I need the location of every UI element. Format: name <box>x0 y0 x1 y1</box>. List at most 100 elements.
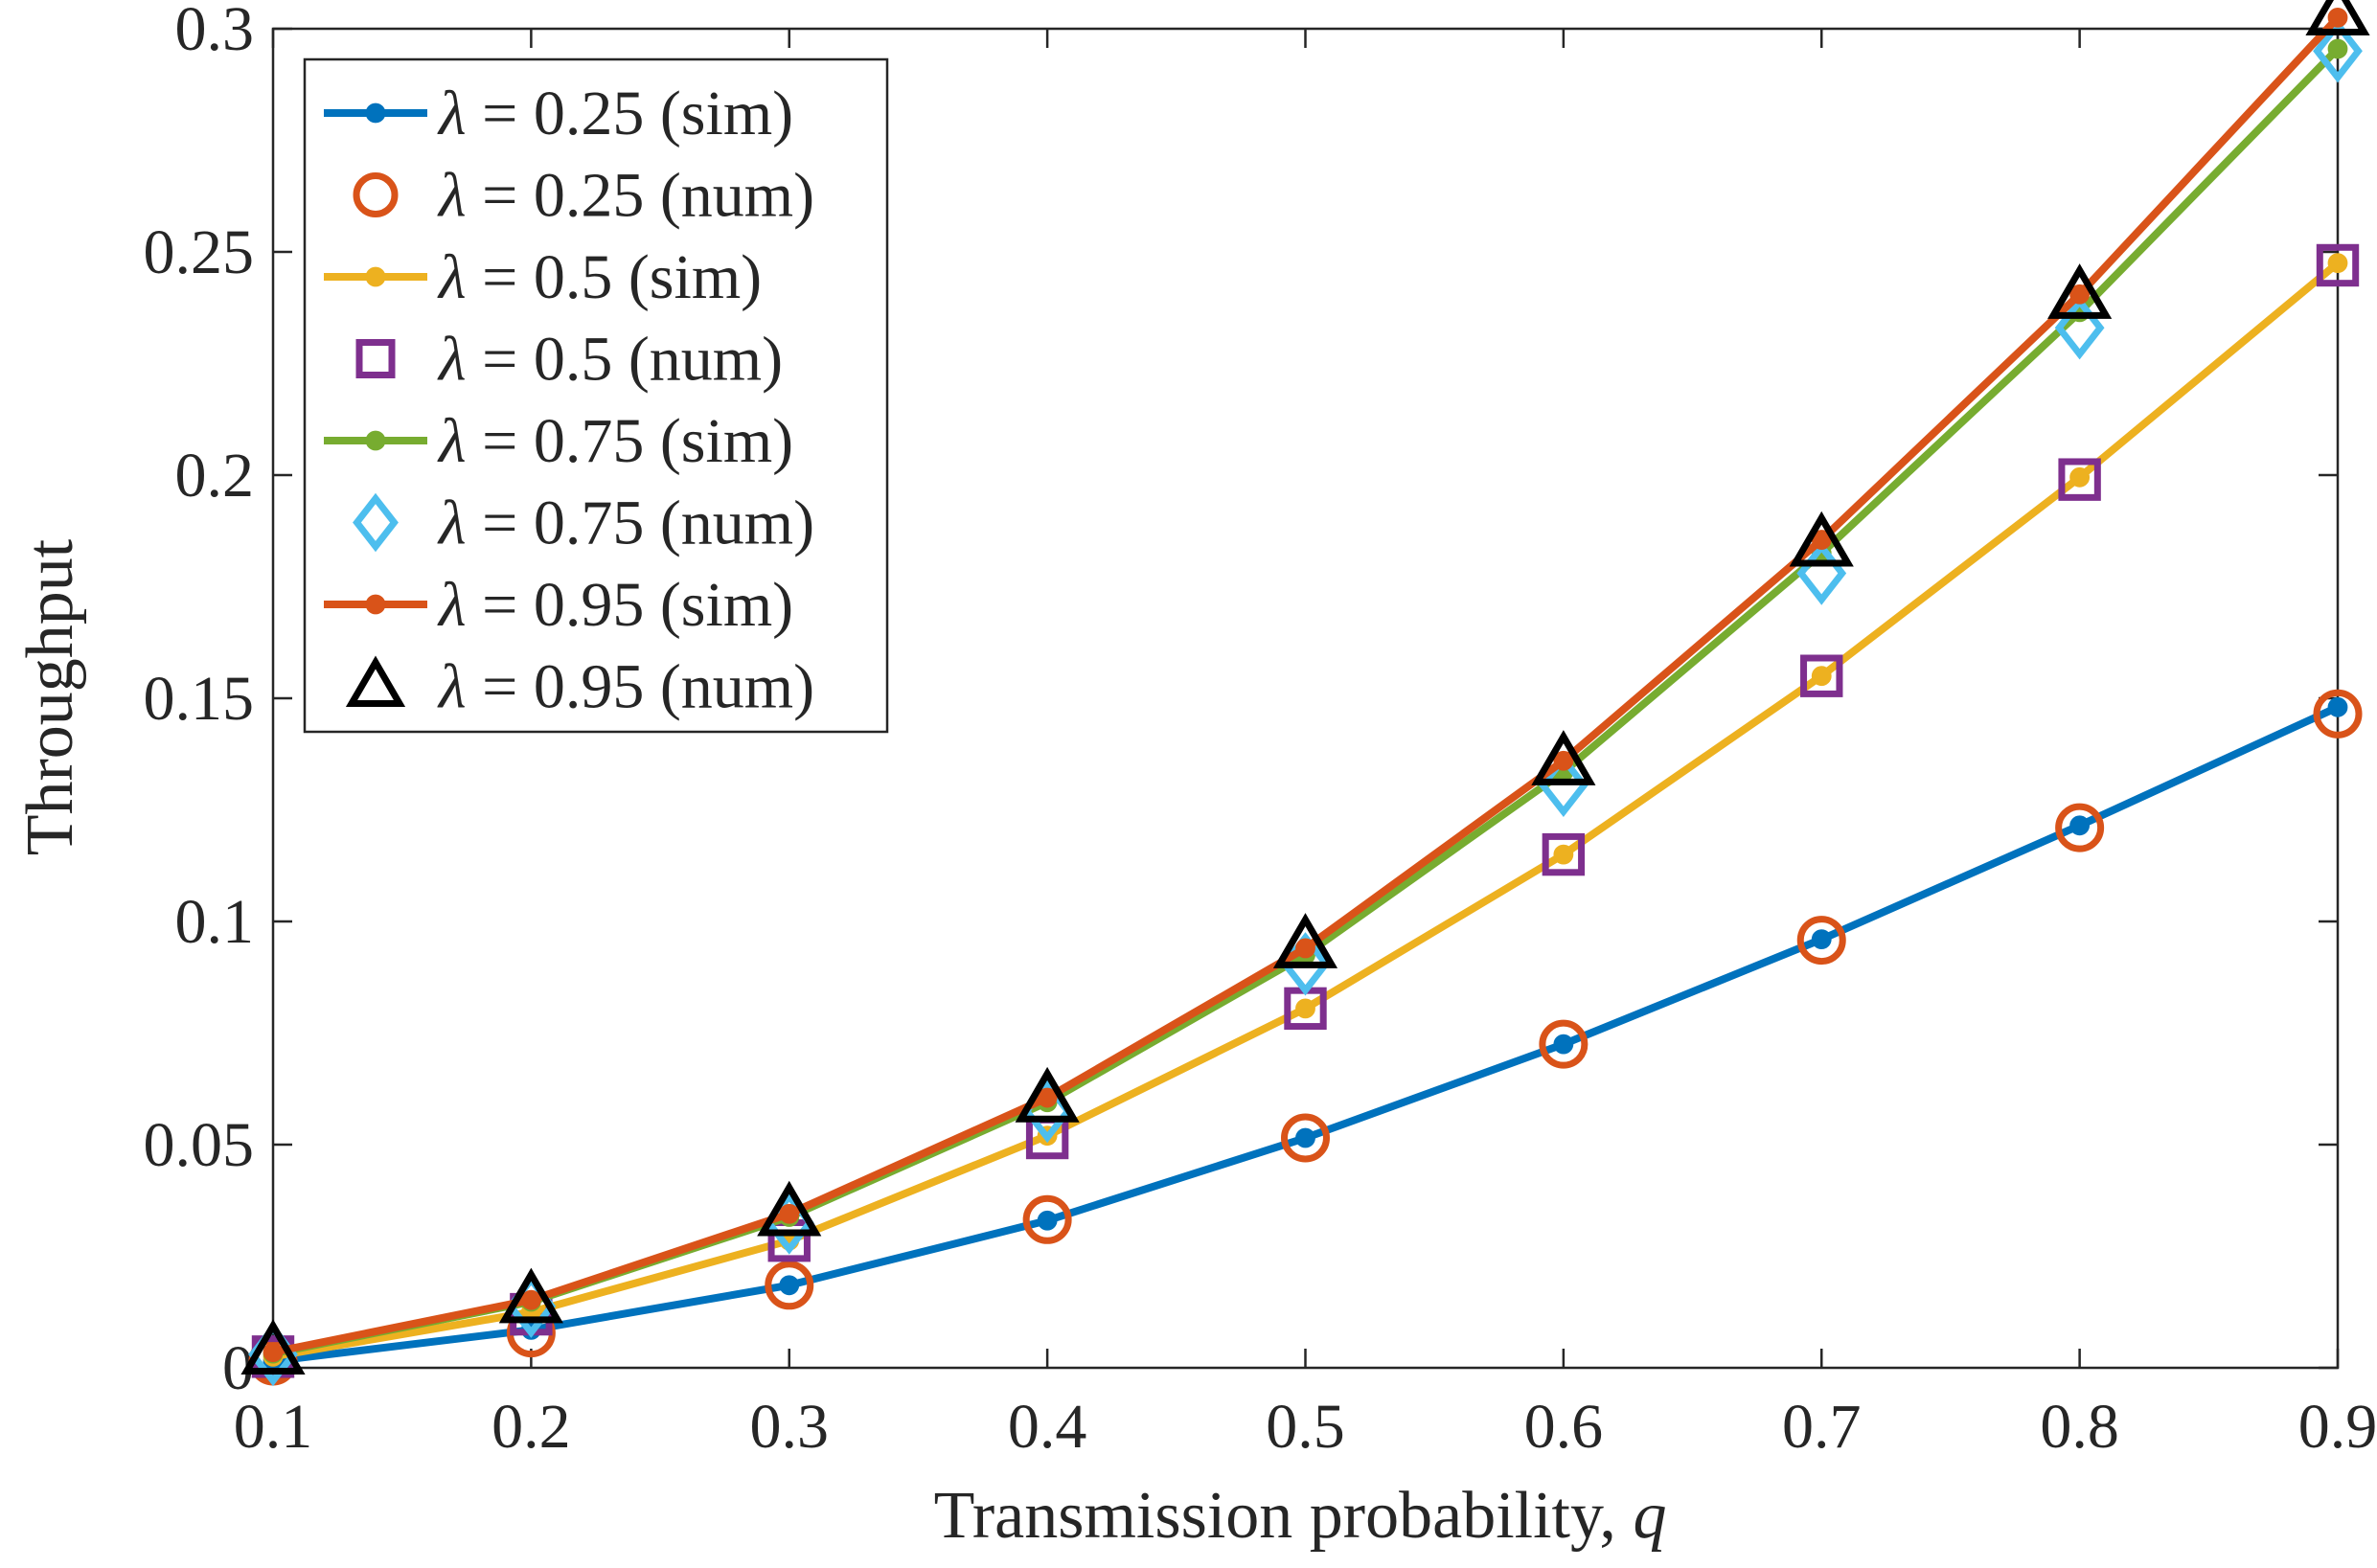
data-point <box>2055 803 2105 852</box>
legend-entry: λ = 0.25 (num) <box>353 161 814 231</box>
x-axis-title: Transmission probability, q <box>934 1479 1667 1553</box>
data-point <box>2054 296 2105 360</box>
data-point <box>779 1275 800 1296</box>
legend-lambda: λ <box>437 79 467 148</box>
data-point <box>2313 689 2363 739</box>
legend-lambda: λ <box>437 570 467 640</box>
data-point <box>2058 458 2101 501</box>
data-point <box>1553 750 1574 771</box>
legend-marker-swatch <box>365 594 386 615</box>
y-tick-label: 0.25 <box>144 217 255 287</box>
legend-marker-swatch <box>365 266 386 287</box>
legend-marker-swatch <box>365 102 386 124</box>
legend-marker-swatch <box>353 492 399 553</box>
legend-box <box>303 57 889 734</box>
data-point <box>1281 1113 1330 1163</box>
data-point <box>1531 730 1596 785</box>
data-point <box>2313 19 2363 83</box>
legend-entry: λ = 0.5 (sim) <box>324 242 762 312</box>
data-point <box>2047 263 2113 319</box>
legend-label-rest: = 0.75 (num) <box>467 489 815 558</box>
data-point <box>2327 38 2348 59</box>
data-point <box>2305 0 2370 35</box>
legend-marker-swatch <box>365 430 386 451</box>
y-tick-label: 0.15 <box>144 664 255 734</box>
legend-entry: λ = 0.95 (num) <box>345 652 814 722</box>
legend-lambda: λ <box>437 406 467 476</box>
data-point <box>779 1203 800 1224</box>
legend: λ = 0.25 (sim)λ = 0.25 (num)λ = 0.5 (sim… <box>303 57 889 734</box>
data-point <box>1553 844 1574 865</box>
x-tick-label: 0.8 <box>2040 1392 2119 1462</box>
legend-label: λ = 0.25 (sim) <box>437 79 793 148</box>
x-tick-label: 0.1 <box>234 1392 313 1462</box>
data-point <box>240 1319 306 1375</box>
data-point <box>2327 253 2348 274</box>
legend-label-rest: = 0.25 (num) <box>467 161 815 231</box>
legend-entry: λ = 0.95 (sim) <box>324 570 793 640</box>
legend-label: λ = 0.95 (num) <box>437 652 814 722</box>
legend-marker-swatch <box>355 339 396 378</box>
legend-lambda: λ <box>437 489 467 558</box>
data-point <box>1542 832 1586 876</box>
legend-label: λ = 0.25 (num) <box>437 161 814 231</box>
legend-marker-swatch <box>353 172 399 217</box>
x-tick-label: 0.5 <box>1266 1392 1345 1462</box>
legend-label-rest: = 0.95 (num) <box>467 652 815 722</box>
x-tick-label: 0.9 <box>2298 1392 2377 1462</box>
y-tick-label: 0.05 <box>144 1110 255 1180</box>
series-layer <box>240 0 2370 1387</box>
y-tick-label: 0.1 <box>175 887 255 957</box>
x-tick-label: 0.4 <box>1008 1392 1087 1462</box>
data-point <box>2327 696 2348 717</box>
data-point <box>1295 1127 1315 1148</box>
legend-label: λ = 0.5 (sim) <box>437 242 762 312</box>
y-axis-title: Throughput <box>13 538 87 855</box>
legend-label-rest: = 0.95 (sim) <box>467 570 794 640</box>
legend-label: λ = 0.95 (sim) <box>437 570 793 640</box>
data-point <box>1037 1210 1058 1231</box>
data-point <box>757 1180 822 1237</box>
data-point <box>1789 511 1854 567</box>
series-6 <box>263 7 2348 1363</box>
x-axis: 0.1 0.2 0.3 0.4 0.5 0.6 0.7 0.8 0.9 <box>234 29 2377 1462</box>
data-point <box>1553 1034 1574 1055</box>
data-point <box>1539 1019 1588 1069</box>
data-point <box>1295 938 1315 959</box>
x-tick-label: 0.3 <box>750 1392 830 1462</box>
data-point <box>1037 1087 1058 1108</box>
x-tick-label: 0.6 <box>1524 1392 1604 1462</box>
legend-entry: λ = 0.25 (sim) <box>324 79 793 148</box>
data-point <box>263 1342 284 1363</box>
x-axis-title-variable: q <box>1633 1479 1666 1553</box>
legend-lambda: λ <box>437 242 467 312</box>
data-point <box>1022 1194 1072 1244</box>
data-point <box>2069 815 2091 836</box>
legend-lambda: λ <box>437 652 467 722</box>
data-point <box>2327 7 2348 28</box>
data-point <box>2069 284 2091 305</box>
data-point <box>2316 243 2360 287</box>
data-point <box>1015 1066 1080 1123</box>
legend-lambda: λ <box>437 161 467 231</box>
y-tick-label: 0.3 <box>175 0 255 64</box>
legend-entry: λ = 0.75 (sim) <box>324 406 793 476</box>
data-point <box>1796 916 1846 966</box>
x-tick-label: 0.2 <box>491 1392 571 1462</box>
legend-label-rest: = 0.5 (num) <box>467 325 784 395</box>
data-point <box>520 1289 541 1310</box>
legend-marker-swatch <box>345 655 406 707</box>
y-tick-label: 0.2 <box>175 441 255 511</box>
x-tick-label: 0.7 <box>1782 1392 1862 1462</box>
data-point <box>1295 998 1315 1019</box>
data-point <box>1272 913 1338 968</box>
data-point <box>1811 929 1832 950</box>
legend-entry: λ = 0.75 (num) <box>353 489 815 558</box>
y-axis: 00.050.10.150.20.250.3 <box>144 0 2338 1403</box>
data-point <box>1800 654 1843 697</box>
data-point <box>765 1261 814 1310</box>
data-point <box>1811 666 1832 687</box>
legend-entry: λ = 0.5 (num) <box>355 325 784 395</box>
legend-label-rest: = 0.75 (sim) <box>467 406 794 476</box>
